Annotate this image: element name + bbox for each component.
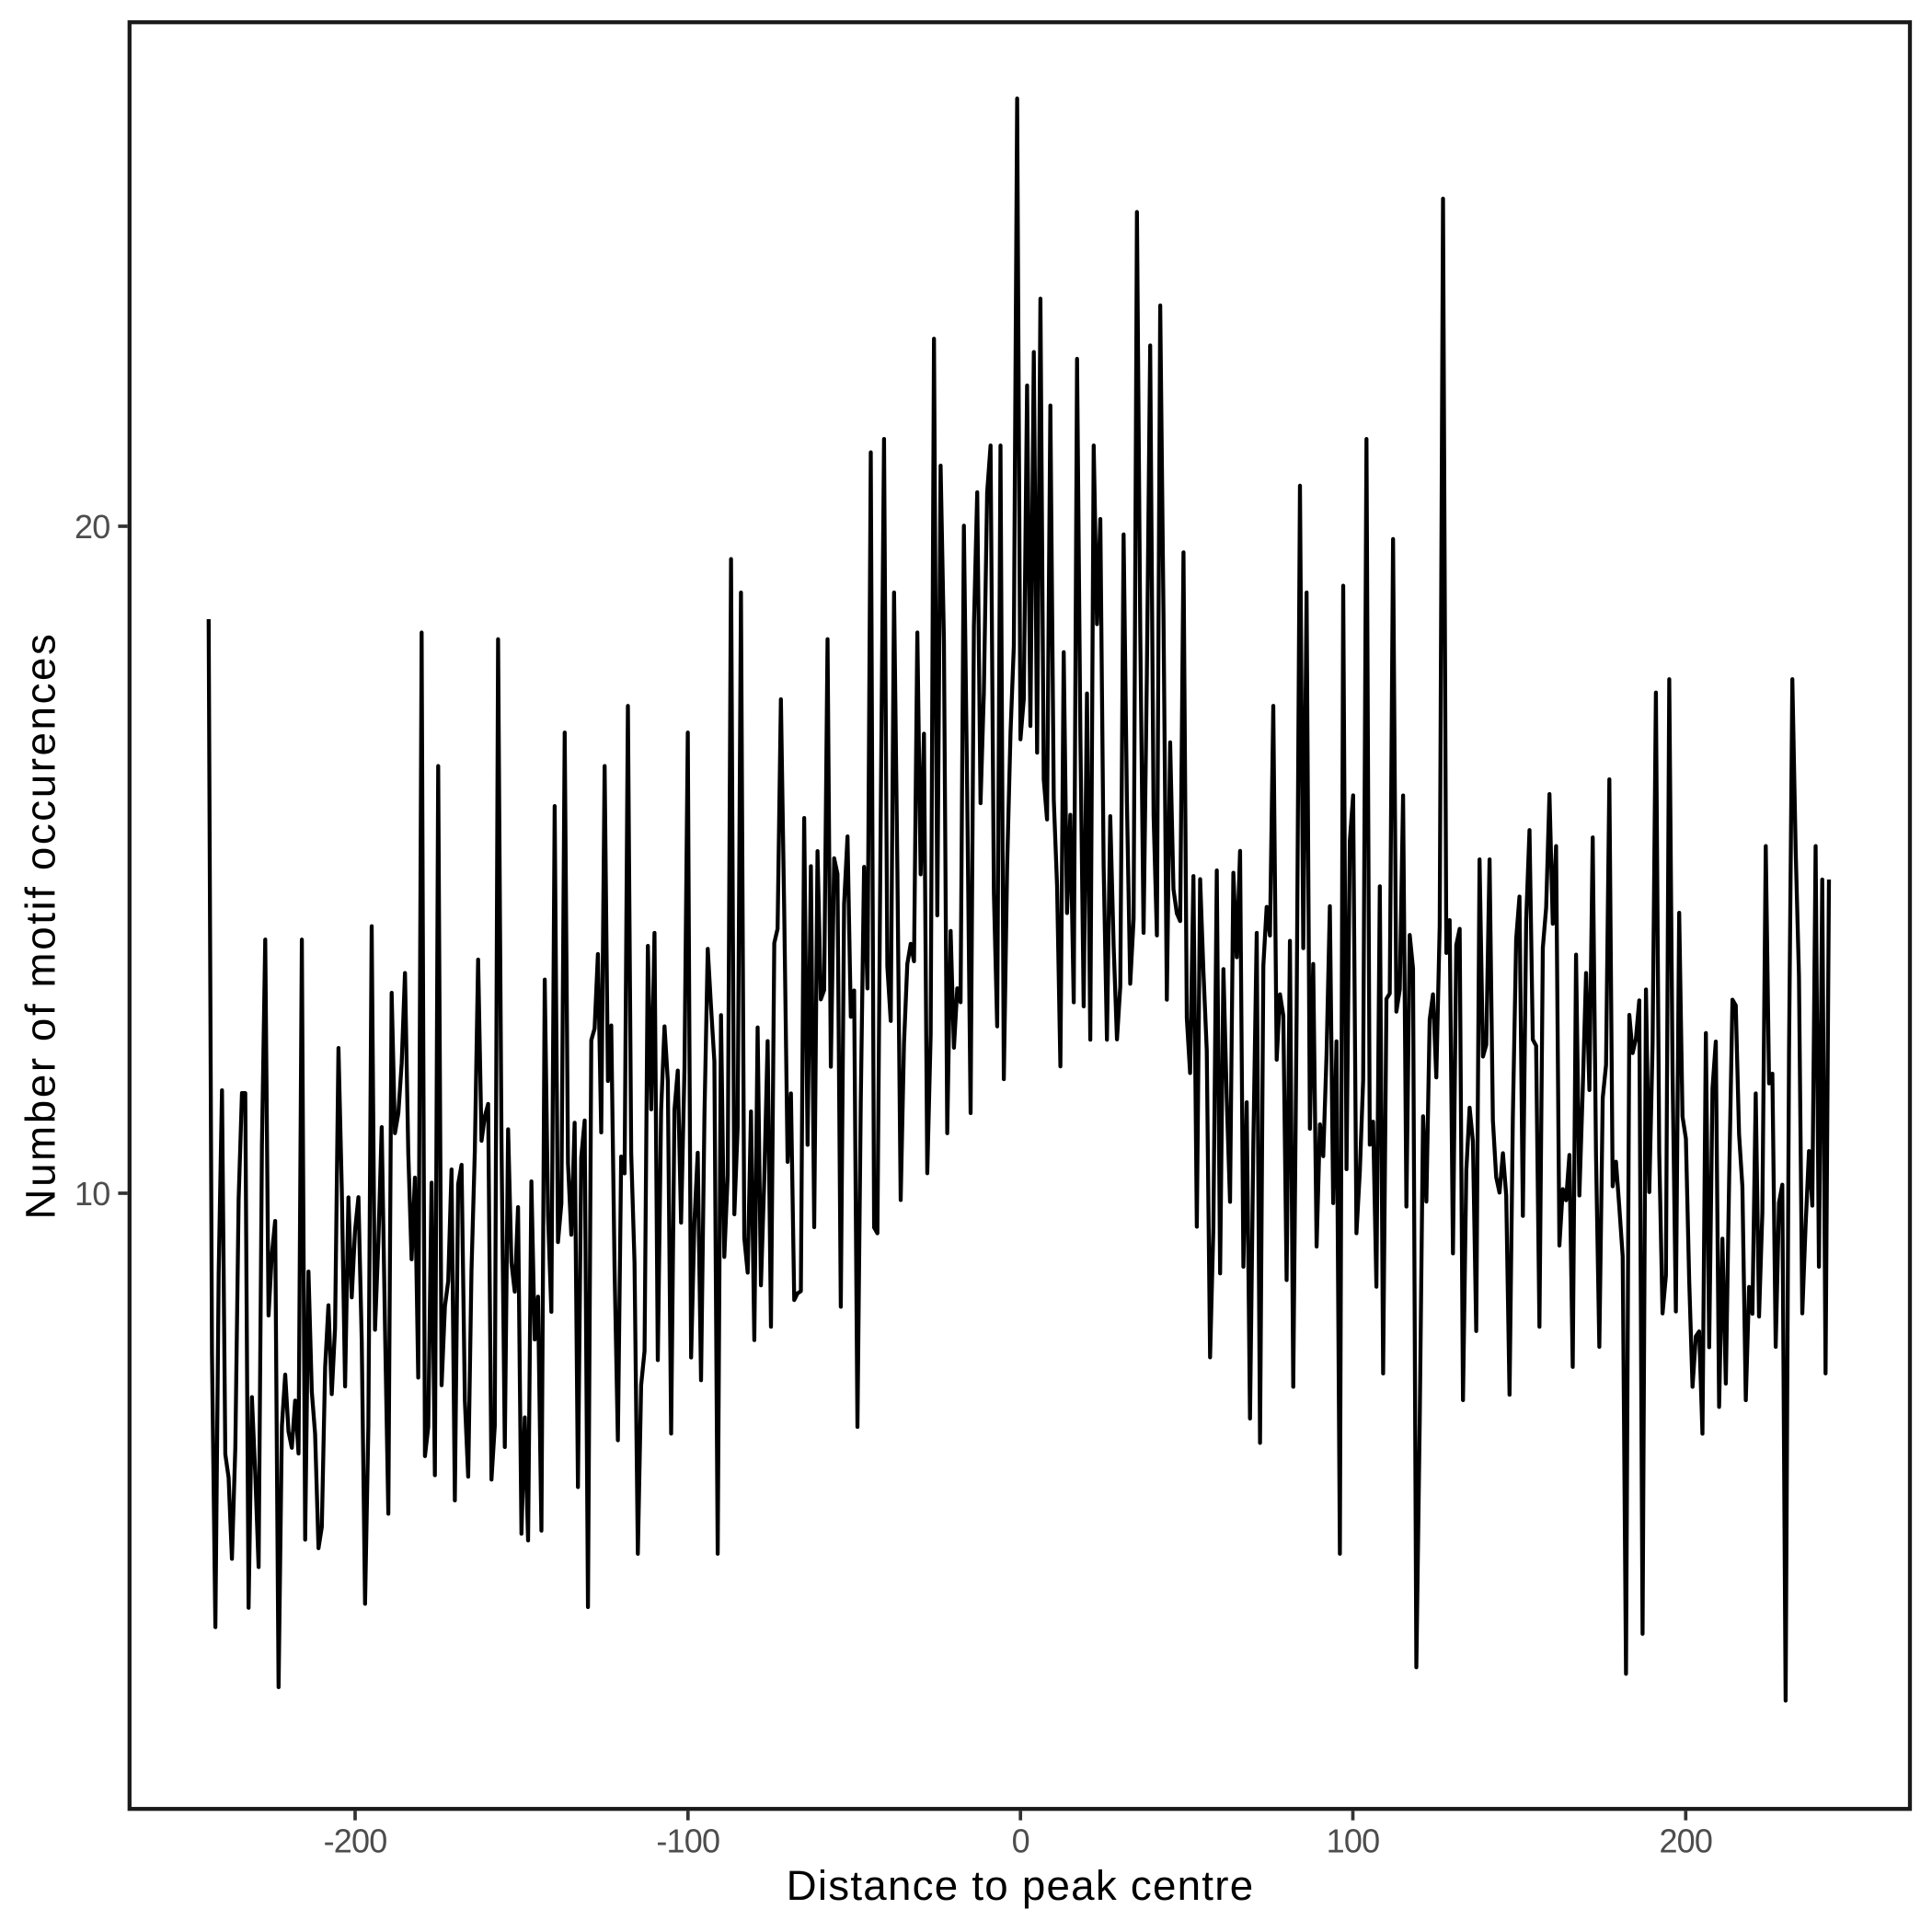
svg-text:Distance to peak centre: Distance to peak centre (787, 1862, 1255, 1909)
svg-text:0: 0 (1012, 1823, 1029, 1860)
svg-text:-100: -100 (656, 1823, 719, 1860)
svg-text:200: 200 (1659, 1823, 1712, 1860)
svg-text:-200: -200 (324, 1823, 387, 1860)
svg-text:100: 100 (1327, 1823, 1380, 1860)
svg-text:Number of motif occurences: Number of motif occurences (17, 632, 64, 1220)
svg-text:20: 20 (75, 508, 109, 546)
svg-text:10: 10 (75, 1175, 109, 1213)
